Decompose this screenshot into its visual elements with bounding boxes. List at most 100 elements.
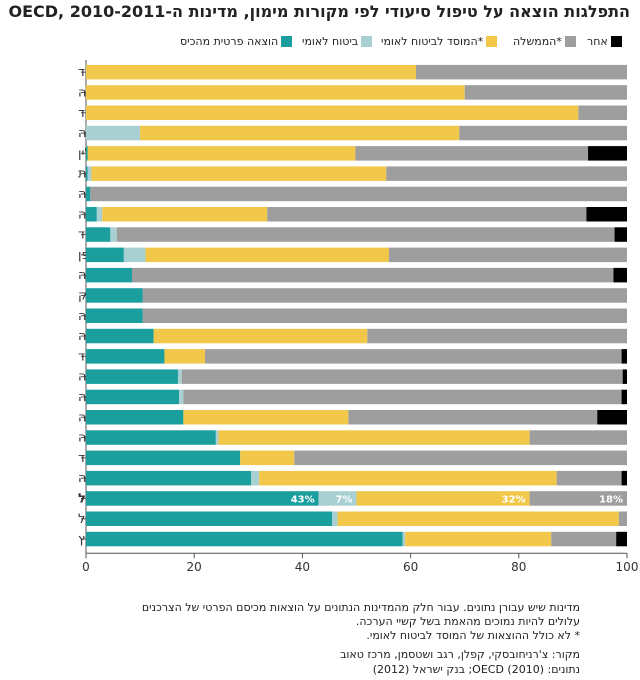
bar-segment — [131, 267, 614, 283]
bar-segment — [86, 125, 141, 141]
bar-segment — [177, 369, 182, 384]
bar-segment — [142, 288, 627, 303]
bar-segment — [597, 410, 627, 425]
bar-segment — [116, 227, 615, 242]
bar-segment — [588, 146, 627, 161]
bar-segment — [86, 328, 154, 344]
bar-segment — [294, 450, 627, 466]
bar-segment — [86, 207, 97, 222]
bar-segment — [86, 186, 91, 202]
bar-segment — [164, 349, 206, 364]
x-tick-label: 40 — [295, 560, 310, 574]
bar-segment — [621, 349, 627, 364]
bar-segment — [96, 207, 103, 222]
bar-segment — [183, 389, 622, 405]
bar-segment — [86, 450, 241, 466]
bar-segment — [86, 389, 180, 405]
bar-segment — [616, 531, 627, 547]
bar-segment — [86, 308, 143, 323]
bar-segment — [179, 389, 184, 405]
legend-label-other: אחר — [587, 35, 608, 48]
bar-segment — [145, 247, 389, 263]
chart-legend: אחר הממשלה* המוסד לביטוח לאומי* ביטוח לא… — [0, 0, 640, 60]
legend-swatch-private — [281, 36, 293, 47]
bar-segment — [551, 531, 617, 547]
bar-segment — [556, 470, 622, 486]
bar-segment — [267, 207, 587, 222]
bar-segment — [259, 470, 557, 486]
legend-swatch-other — [610, 36, 622, 47]
chart-title: התפלגות הוצאה על טיפול סיעודי לפי מקורות… — [8, 2, 630, 21]
bar-segment — [87, 166, 92, 181]
bar-segment — [86, 491, 319, 506]
data-label: 7% — [336, 494, 353, 505]
bar-segment — [622, 369, 627, 384]
bar-segment — [205, 349, 622, 364]
bar-segment — [86, 369, 178, 384]
legend-swatch-government — [564, 36, 576, 47]
bar-segment — [218, 430, 530, 445]
bar-segment — [621, 389, 627, 405]
bar-segment — [586, 207, 627, 222]
bar-segment — [367, 328, 627, 344]
bar-segment — [87, 146, 356, 161]
x-tick-label: 20 — [187, 560, 202, 574]
legend-item-other: אחר — [587, 35, 622, 48]
legend-item-mosad: המוסד לביטוח לאומי* — [381, 35, 498, 48]
legend-label-mosad: המוסד לביטוח לאומי* — [381, 35, 484, 48]
bar-segment — [215, 430, 219, 445]
bar-segment — [86, 105, 579, 120]
bar-segment — [90, 186, 627, 202]
bar-segment — [86, 288, 143, 303]
bar-segment — [86, 410, 184, 425]
bar-segment — [86, 64, 417, 80]
x-tick-label: 0 — [82, 560, 90, 574]
bar-segment — [348, 410, 598, 425]
bar-segment — [86, 247, 124, 263]
stacked-bar-chart: 020406080100איסלנדצ'כיההולנדבלגיהפוליןצר… — [78, 60, 639, 574]
bar-segment — [416, 64, 627, 80]
bar-segment — [529, 491, 627, 506]
legend-label-private: הוצאה פרטית מהכיס — [180, 35, 279, 48]
bar-segment — [86, 267, 132, 283]
bar-segment — [621, 470, 627, 486]
legend-label-government: הממשלה* — [513, 35, 562, 48]
bar-segment — [102, 207, 268, 222]
bar-segment — [529, 430, 627, 445]
note-line-2: עלולים להיות נמוכים מהאמת בשל קשיי הערכה… — [355, 615, 580, 628]
x-tick-label: 100 — [616, 560, 639, 574]
bar-segment — [86, 349, 165, 364]
bar-segment — [86, 146, 88, 161]
bar-segment — [356, 491, 530, 506]
bar-segment — [388, 247, 627, 263]
bar-segment — [86, 531, 403, 547]
bar-segment — [337, 511, 619, 526]
source-line-2: נתונים: OECD (2010); בנק ישראל (2012) — [372, 663, 580, 676]
legend-item-government: הממשלה* — [513, 35, 576, 48]
bar-segment — [123, 247, 146, 263]
bar-segment — [86, 511, 333, 526]
legend-item-national: ביטוח לאומי — [302, 35, 373, 48]
bar-segment — [578, 105, 627, 120]
bar-segment — [91, 166, 387, 181]
data-label: 43% — [291, 494, 315, 505]
bar-segment — [86, 227, 111, 242]
bar-segment — [240, 450, 295, 466]
legend-swatch-national — [361, 36, 373, 47]
source-line-1: מקור: צ'רניחובסקי, קפלן, רגב ושטסמן, מרכ… — [340, 648, 580, 661]
bar-segment — [355, 146, 589, 161]
legend-swatch-mosad — [486, 36, 498, 47]
bar-segment — [140, 125, 460, 141]
bar-segment — [318, 491, 357, 506]
bar-segment — [181, 369, 623, 384]
bar-segment — [153, 328, 368, 344]
bar-segment — [110, 227, 117, 242]
bar-segment — [183, 410, 349, 425]
bar-segment — [402, 531, 406, 547]
bar-segment — [251, 470, 260, 486]
bar-segment — [86, 430, 216, 445]
bar-segment — [332, 511, 338, 526]
x-tick-label: 80 — [511, 560, 526, 574]
bar-segment — [464, 85, 627, 100]
bar-segment — [613, 267, 627, 283]
